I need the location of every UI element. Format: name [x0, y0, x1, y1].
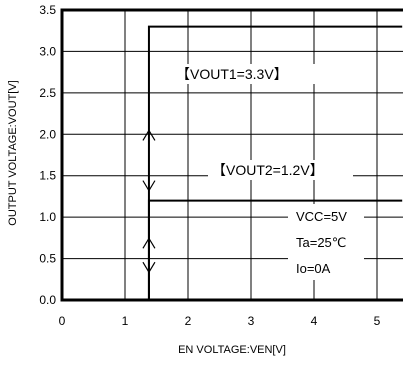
x-tick-label: 4 [311, 314, 318, 328]
y-tick-label: 3.5 [39, 3, 56, 17]
plot-frame [60, 8, 403, 302]
hysteresis-arrow [142, 237, 156, 274]
x-tick-label: 1 [122, 314, 129, 328]
x-tick-label: 3 [248, 314, 255, 328]
series-label-bg-vout2 [208, 160, 353, 180]
x-tick-label: 2 [185, 314, 192, 328]
series-label-vout2: 【VOUT2=1.2V】 [212, 162, 324, 178]
series-label-vout1: 【VOUT1=3.3V】 [176, 66, 288, 82]
condition-io: Io=0A [296, 261, 331, 276]
condition-ta: Ta=25℃ [296, 235, 346, 250]
y-tick-label: 0.0 [39, 293, 56, 307]
y-tick-label: 0.5 [39, 252, 56, 266]
y-tick-label: 2.5 [39, 86, 56, 100]
y-tick-label: 1.5 [39, 169, 56, 183]
y-axis-title: OUTPUT VOLTAGE:VOUT[V] [7, 80, 19, 225]
condition-vcc: VCC=5V [296, 209, 347, 224]
y-tick-label: 3.0 [39, 44, 56, 58]
tick-layer: 0 1 2 3 4 5 0.0 0.5 1.0 1.5 2.0 2.5 3.0 3.5 [39, 3, 380, 328]
grid-layer [62, 10, 403, 300]
hysteresis-arrow [142, 129, 156, 192]
y-tick-label: 1.0 [39, 210, 56, 224]
x-axis-title: EN VOLTAGE:VEN[V] [178, 344, 286, 356]
series-label-bg-vout1 [172, 64, 317, 84]
x-tick-label: 0 [59, 314, 66, 328]
arrow-layer [142, 129, 156, 274]
y-tick-label: 2.0 [39, 127, 56, 141]
x-tick-label: 5 [374, 314, 381, 328]
conditions-bg [288, 204, 364, 280]
